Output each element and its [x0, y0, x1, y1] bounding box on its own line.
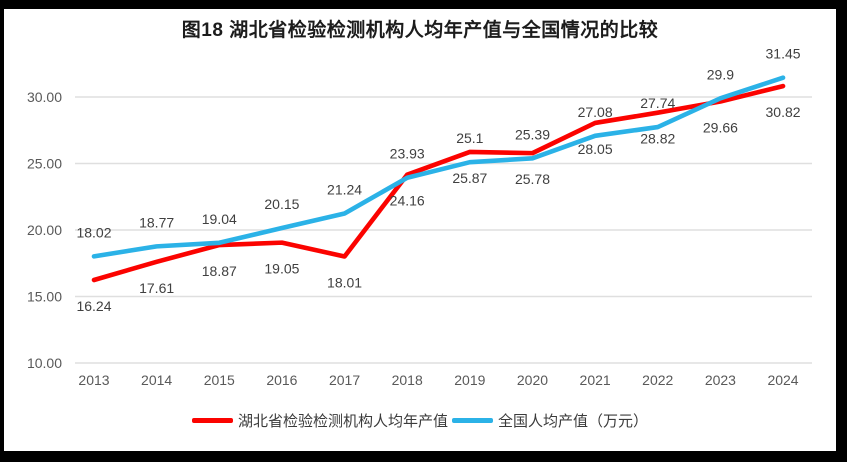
national-data-label: 31.45 [766, 46, 801, 62]
legend-item-national: 全国人均产值（万元） [452, 410, 648, 431]
line-chart-canvas: 30.00 25.00 20.00 15.00 10.00 2013 2014 2015 201… [27, 46, 812, 388]
national-series-label: 全国人均产值（万元） [498, 413, 649, 430]
hubei-data-label: 24.16 [390, 193, 425, 209]
y-tick-label: 10.00 [27, 355, 62, 371]
x-tick-label: 2016 [266, 372, 297, 388]
national-data-label: 21.24 [327, 182, 362, 198]
x-tick-label: 2023 [705, 372, 736, 388]
x-tick-label: 2017 [329, 372, 360, 388]
hubei-data-label: 16.24 [76, 298, 111, 314]
national-data-label: 18.02 [76, 224, 111, 240]
series-line-hubei [91, 83, 786, 283]
hubei-data-label: 18.01 [327, 274, 362, 290]
x-tick-label: 2015 [204, 372, 235, 388]
x-tick-label: 2013 [78, 372, 109, 388]
hubei-data-label: 25.87 [452, 170, 487, 186]
hubei-data-label: 19.05 [264, 261, 299, 277]
hubei-data-label: 29.66 [703, 120, 738, 136]
x-tick-label: 2014 [141, 372, 172, 388]
national-data-label: 25.1 [456, 130, 483, 146]
x-tick-label: 2018 [392, 372, 423, 388]
x-tick-label: 2024 [767, 372, 798, 388]
national-data-label: 20.15 [264, 196, 299, 212]
legend-item-hubei: 湖北省检验检测机构人均年产值 [191, 410, 448, 431]
hubei-data-label: 28.05 [578, 141, 613, 157]
series-line-national [91, 75, 786, 259]
y-tick-label: 20.00 [27, 222, 62, 238]
national-data-label: 23.93 [390, 146, 425, 162]
x-tick-label: 2020 [517, 372, 548, 388]
hubei-data-label: 25.78 [515, 171, 550, 187]
hubei-series-label: 湖北省检验检测机构人均年产值 [237, 413, 448, 430]
national-data-label: 27.08 [578, 104, 613, 120]
x-tick-label: 2019 [454, 372, 485, 388]
hubei-data-label: 18.87 [202, 263, 237, 279]
hubei-data-label: 17.61 [139, 280, 174, 296]
hubei-data-label: 28.82 [640, 131, 675, 147]
hubei-data-label: 30.82 [766, 104, 801, 120]
national-series-swatch [452, 418, 493, 423]
x-tick-label: 2021 [580, 372, 611, 388]
national-data-label: 18.77 [139, 214, 174, 230]
y-tick-label: 25.00 [27, 156, 62, 172]
chart-legend: 湖北省检验检测机构人均年产值 全国人均产值（万元） [4, 410, 836, 431]
x-tick-label: 2022 [642, 372, 673, 388]
chart-title: 图18 湖北省检验检测机构人均年产值与全国情况的比较 [181, 20, 659, 41]
national-data-label: 27.74 [640, 95, 675, 111]
national-data-label: 19.04 [202, 211, 237, 227]
national-data-label: 25.39 [515, 126, 550, 142]
hubei-series-swatch [191, 418, 233, 423]
national-data-label: 29.9 [707, 66, 734, 82]
y-tick-label: 30.00 [27, 89, 62, 105]
y-tick-label: 15.00 [27, 289, 62, 305]
